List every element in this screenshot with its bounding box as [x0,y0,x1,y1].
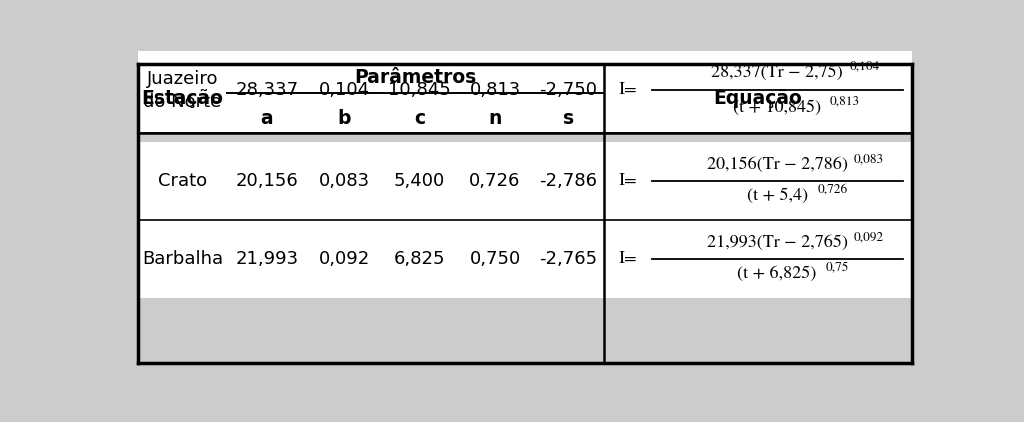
Text: 28,337: 28,337 [236,81,298,100]
Text: 0,083: 0,083 [854,153,884,165]
Text: 21,993: 21,993 [236,249,298,268]
Text: I=: I= [618,82,637,98]
Text: 0,726: 0,726 [469,172,521,189]
Text: Equação: Equação [714,89,803,108]
Text: 20,156: 20,156 [236,172,298,189]
Text: (t + 5,4): (t + 5,4) [746,188,808,204]
Text: 0,083: 0,083 [318,172,370,189]
Text: Parâmetros: Parâmetros [354,68,477,87]
Text: 0,092: 0,092 [854,231,884,243]
Text: 20,156(Tr − 2,786): 20,156(Tr − 2,786) [707,157,848,173]
Text: 0,750: 0,750 [469,249,520,268]
Text: n: n [488,108,502,127]
Text: b: b [338,108,351,127]
Text: 0,726: 0,726 [818,184,848,196]
Text: Juazeiro
do Norte: Juazeiro do Norte [143,70,221,111]
Text: -2,786: -2,786 [540,172,597,189]
Text: 0,75: 0,75 [825,262,849,274]
Text: (t + 6,825): (t + 6,825) [737,266,817,282]
Text: 21,993(Tr − 2,765): 21,993(Tr − 2,765) [707,235,848,251]
Bar [137,142,912,219]
Text: 5,400: 5,400 [394,172,445,189]
Text: Barbalha: Barbalha [141,249,223,268]
Text: 0,104: 0,104 [850,61,880,73]
Bar [137,47,912,133]
Text: 6,825: 6,825 [394,249,445,268]
Text: -2,750: -2,750 [540,81,597,100]
Text: 10,845: 10,845 [388,81,451,100]
Text: 28,337(Tr − 2,75): 28,337(Tr − 2,75) [712,65,843,81]
Text: Estação: Estação [141,89,223,108]
Text: 0,092: 0,092 [318,249,370,268]
Text: (t + 10,845): (t + 10,845) [733,100,821,116]
Bar [137,219,912,298]
Text: 0,813: 0,813 [469,81,520,100]
Text: 0,104: 0,104 [318,81,370,100]
Text: I=: I= [618,173,637,189]
Text: Crato: Crato [158,172,207,189]
Text: c: c [414,108,425,127]
Text: I=: I= [618,251,637,267]
Text: -2,765: -2,765 [540,249,598,268]
Text: a: a [260,108,273,127]
Text: 0,813: 0,813 [829,95,859,107]
Text: s: s [563,108,574,127]
